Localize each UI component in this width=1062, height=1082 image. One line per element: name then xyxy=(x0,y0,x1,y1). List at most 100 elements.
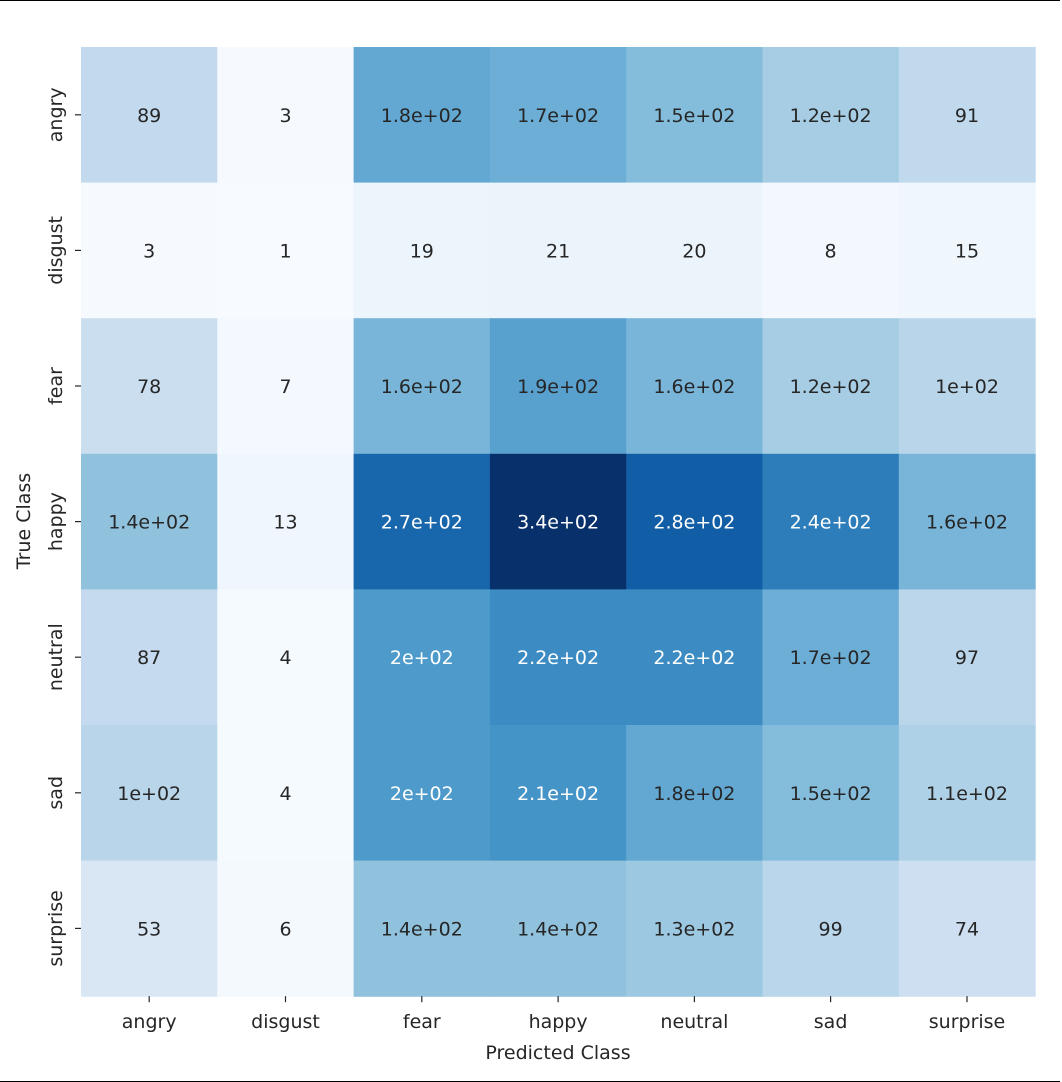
cell-label-sad-fear: 2e+02 xyxy=(390,783,454,805)
heatmap-cell-disgust-happy xyxy=(489,182,627,319)
heatmap-cell-neutral-neutral xyxy=(626,589,764,726)
heatmap-cell-sad-happy xyxy=(489,725,627,862)
heatmap-cell-fear-sad xyxy=(762,318,900,455)
cell-label-angry-disgust: 3 xyxy=(279,105,291,127)
heatmap-cell-happy-disgust xyxy=(217,453,355,590)
cell-label-disgust-angry: 3 xyxy=(143,240,155,262)
cell-label-fear-fear: 1.6e+02 xyxy=(381,376,463,398)
heatmap-cell-sad-disgust xyxy=(217,725,355,862)
heatmap-cell-surprise-neutral xyxy=(626,860,764,997)
heatmap-cell-fear-surprise xyxy=(898,318,1036,455)
cell-label-angry-happy: 1.7e+02 xyxy=(517,105,599,127)
heatmap-cell-neutral-angry xyxy=(81,589,218,726)
heatmap-cell-surprise-angry xyxy=(81,860,218,997)
heatmap-cell-neutral-fear xyxy=(353,589,491,726)
heatmap-cell-neutral-surprise xyxy=(898,589,1036,726)
cell-label-sad-happy: 2.1e+02 xyxy=(517,783,599,805)
cell-label-happy-neutral: 2.8e+02 xyxy=(653,512,735,534)
heatmap-cell-angry-neutral xyxy=(626,47,764,184)
heatmap-cell-angry-angry xyxy=(81,47,218,184)
heatmap-cell-sad-angry xyxy=(81,725,218,862)
y-tick-label-angry: angry xyxy=(45,87,67,142)
cell-label-angry-fear: 1.8e+02 xyxy=(381,105,463,127)
heatmap-cell-disgust-neutral xyxy=(626,182,764,319)
heatmap-cell-angry-sad xyxy=(762,47,900,184)
y-tick-label-disgust: disgust xyxy=(45,216,67,285)
cell-label-surprise-sad: 99 xyxy=(819,918,843,940)
heatmap-cell-sad-neutral xyxy=(626,725,764,862)
cell-label-fear-neutral: 1.6e+02 xyxy=(653,376,735,398)
heatmap-cell-disgust-disgust xyxy=(217,182,355,319)
cell-label-disgust-disgust: 1 xyxy=(279,240,291,262)
heatmap-cell-disgust-angry xyxy=(81,182,218,319)
heatmap-cell-sad-fear xyxy=(353,725,491,862)
heatmap-cell-sad-sad xyxy=(762,725,900,862)
cell-label-surprise-neutral: 1.3e+02 xyxy=(653,918,735,940)
heatmap-cell-happy-happy xyxy=(489,453,627,590)
cell-label-disgust-happy: 21 xyxy=(546,240,570,262)
x-axis-title: Predicted Class xyxy=(485,1042,630,1064)
cell-label-angry-neutral: 1.5e+02 xyxy=(653,105,735,127)
cell-label-sad-neutral: 1.8e+02 xyxy=(653,783,735,805)
heatmap-cell-angry-fear xyxy=(353,47,491,184)
cell-label-surprise-happy: 1.4e+02 xyxy=(517,918,599,940)
y-tick-label-neutral: neutral xyxy=(45,623,67,691)
cell-label-happy-angry: 1.4e+02 xyxy=(108,512,190,534)
heatmap-cell-surprise-happy xyxy=(489,860,627,997)
cell-label-happy-disgust: 13 xyxy=(273,512,297,534)
heatmap-cell-angry-happy xyxy=(489,47,627,184)
cell-label-angry-angry: 89 xyxy=(137,105,161,127)
heatmap-cell-sad-surprise xyxy=(898,725,1036,862)
cell-label-disgust-fear: 19 xyxy=(410,240,434,262)
cell-label-fear-sad: 1.2e+02 xyxy=(790,376,872,398)
x-axis-ticks: angry disgust fear happy neutral sad surprise xyxy=(122,996,1005,1033)
heatmap-cells xyxy=(81,47,1036,997)
heatmap-cell-surprise-disgust xyxy=(217,860,355,997)
cell-label-surprise-angry: 53 xyxy=(137,918,161,940)
heatmap-cell-fear-neutral xyxy=(626,318,764,455)
cell-label-neutral-disgust: 4 xyxy=(279,647,291,669)
heatmap-cell-surprise-surprise xyxy=(898,860,1036,997)
x-tick-label-happy: happy xyxy=(529,1011,588,1033)
cell-label-sad-angry: 1e+02 xyxy=(117,783,181,805)
heatmap-cell-surprise-fear xyxy=(353,860,491,997)
y-tick-label-surprise: surprise xyxy=(45,890,67,967)
heatmap-cell-neutral-disgust xyxy=(217,589,355,726)
cell-label-angry-surprise: 91 xyxy=(955,105,979,127)
cell-label-neutral-fear: 2e+02 xyxy=(390,647,454,669)
heatmap-cell-neutral-happy xyxy=(489,589,627,726)
heatmap-cell-happy-sad xyxy=(762,453,900,590)
heatmap-cell-happy-angry xyxy=(81,453,218,590)
cell-label-neutral-neutral: 2.2e+02 xyxy=(653,647,735,669)
heatmap-cell-angry-disgust xyxy=(217,47,355,184)
y-tick-label-fear: fear xyxy=(45,367,67,405)
cell-label-angry-sad: 1.2e+02 xyxy=(790,105,872,127)
heatmap-cell-happy-neutral xyxy=(626,453,764,590)
cell-label-neutral-surprise: 97 xyxy=(955,647,979,669)
heatmap-cell-angry-surprise xyxy=(898,47,1036,184)
x-tick-label-surprise: surprise xyxy=(929,1011,1006,1033)
cell-label-disgust-neutral: 20 xyxy=(682,240,706,262)
cell-label-sad-sad: 1.5e+02 xyxy=(790,783,872,805)
cell-label-disgust-surprise: 15 xyxy=(955,240,979,262)
cell-label-fear-surprise: 1e+02 xyxy=(935,376,999,398)
cell-label-fear-happy: 1.9e+02 xyxy=(517,376,599,398)
heatmap-cell-disgust-surprise xyxy=(898,182,1036,319)
x-tick-label-disgust: disgust xyxy=(251,1011,320,1033)
cell-label-surprise-disgust: 6 xyxy=(279,918,291,940)
x-tick-label-sad: sad xyxy=(814,1011,848,1033)
heatmap-cell-neutral-sad xyxy=(762,589,900,726)
heatmap-cell-happy-surprise xyxy=(898,453,1036,590)
x-tick-label-fear: fear xyxy=(403,1011,441,1033)
heatmap-cell-fear-fear xyxy=(353,318,491,455)
cell-label-happy-happy: 3.4e+02 xyxy=(517,512,599,534)
cell-label-neutral-sad: 1.7e+02 xyxy=(790,647,872,669)
y-axis-title: True Class xyxy=(13,473,35,570)
heatmap-cell-fear-happy xyxy=(489,318,627,455)
x-tick-label-neutral: neutral xyxy=(660,1011,728,1033)
cell-label-neutral-happy: 2.2e+02 xyxy=(517,647,599,669)
cell-label-fear-angry: 78 xyxy=(137,376,161,398)
cell-label-sad-disgust: 4 xyxy=(279,783,291,805)
cell-label-happy-sad: 2.4e+02 xyxy=(790,512,872,534)
